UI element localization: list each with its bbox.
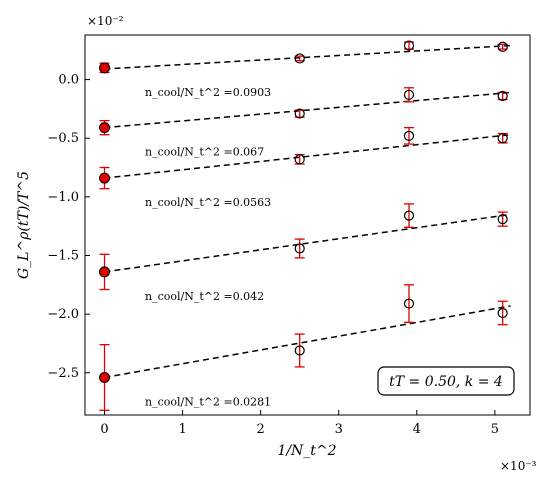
series-label: n_cool/N_t^2 =0.0903 — [145, 86, 271, 99]
x-multiplier: ×10⁻³ — [500, 459, 537, 473]
series-annotations: n_cool/N_t^2 =0.0903 n_cool/N_t^2 =0.067 n… — [145, 86, 271, 409]
fit-line — [104, 91, 511, 129]
y-tick-label: −1.0 — [47, 190, 79, 205]
series-label: n_cool/N_t^2 =0.0563 — [145, 196, 271, 209]
extrapolated-point — [99, 62, 111, 74]
data-point — [294, 154, 305, 165]
fit-line — [104, 213, 511, 273]
data-point — [403, 210, 415, 221]
series-label: n_cool/N_t^2 =0.0281 — [145, 395, 271, 408]
extrapolated-point — [99, 122, 111, 134]
x-axis-title: 1/N_t^2 — [277, 443, 336, 459]
y-tick-label: −2.5 — [47, 366, 79, 381]
y-tick-label: −2.0 — [47, 307, 79, 322]
y-multiplier: ×10⁻² — [87, 14, 124, 28]
extrapolated-point — [99, 371, 111, 383]
data-point — [497, 90, 508, 102]
data-point — [294, 345, 305, 356]
fit-lines — [104, 44, 511, 379]
x-tick-label: 4 — [413, 422, 421, 437]
extrapolated-point — [99, 172, 111, 184]
series-label: n_cool/N_t^2 =0.042 — [145, 290, 264, 303]
series-label: n_cool/N_t^2 =0.067 — [145, 146, 264, 159]
data-point — [497, 133, 508, 144]
data-point — [403, 40, 415, 51]
y-axis-title: G_L^ρ(tT)/T^5 — [16, 171, 32, 279]
data-point — [294, 53, 305, 64]
data-point — [497, 41, 508, 52]
y-tick-label: −1.5 — [47, 248, 79, 263]
param-box — [377, 366, 515, 396]
data-point — [497, 307, 508, 319]
extrapolated-point — [99, 266, 111, 278]
ticks: 0 1 2 3 4 5 0.0 −0.5 −1.0 −1.5 −2.0 −2.5 — [47, 73, 499, 437]
fit-line — [104, 44, 511, 70]
x-tick-label: 5 — [491, 422, 499, 437]
data-point — [294, 243, 305, 254]
data-point — [403, 298, 415, 309]
param-box-label: tT = 0.50, k = 4 — [389, 374, 503, 390]
x-tick-label: 1 — [178, 422, 186, 437]
data-point — [294, 108, 305, 119]
data-markers — [99, 40, 508, 383]
plot-frame — [84, 34, 531, 416]
x-tick-label: 0 — [100, 422, 108, 437]
data-point — [497, 214, 508, 225]
data-point — [403, 89, 415, 100]
x-tick-label: 2 — [257, 422, 265, 437]
fit-line — [104, 305, 511, 379]
fit-line — [104, 133, 511, 179]
x-tick-label: 3 — [335, 422, 343, 437]
y-tick-label: −0.5 — [47, 131, 79, 146]
y-tick-label: 0.0 — [58, 73, 79, 88]
data-point — [403, 130, 415, 141]
